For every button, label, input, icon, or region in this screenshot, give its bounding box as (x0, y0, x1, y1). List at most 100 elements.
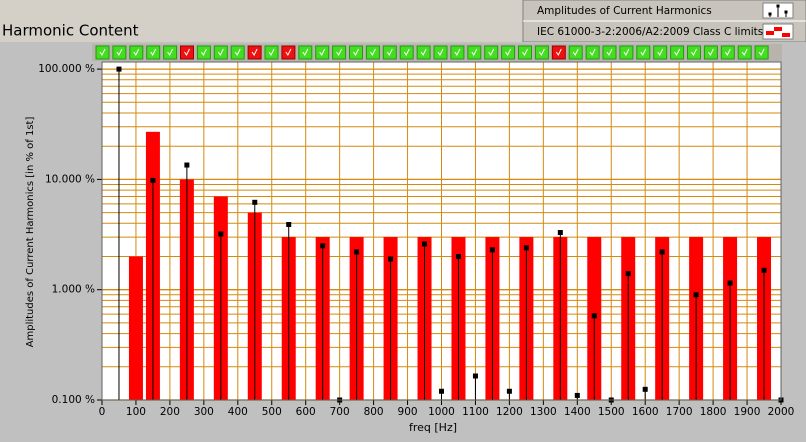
stem-marker (286, 222, 292, 228)
indicator-check (437, 48, 444, 56)
x-tick-label: 600 (296, 406, 316, 418)
limit-indicator (467, 45, 482, 60)
indicator-check (319, 48, 326, 56)
indicator-check (336, 48, 343, 56)
limit-indicator (534, 45, 549, 60)
stem-marker (642, 386, 648, 392)
y-tick-label: 10.000 % (45, 173, 95, 185)
indicator-check (589, 48, 596, 56)
limit-bar (128, 256, 143, 400)
limit-indicator (399, 45, 414, 60)
x-tick-label: 1500 (598, 406, 625, 418)
stem-marker (150, 177, 156, 183)
x-tick-label: 1900 (734, 406, 761, 418)
legend-label: IEC 61000-3-2:2006/A2:2009 Class C limit… (537, 26, 763, 38)
limit-indicator (382, 45, 397, 60)
limit-indicator (602, 45, 617, 60)
x-tick-label: 2000 (768, 406, 795, 418)
indicator-check (505, 48, 512, 56)
indicator-check (471, 48, 478, 56)
x-tick-label: 300 (194, 406, 214, 418)
stem-marker (472, 373, 478, 379)
limit-indicator (585, 45, 600, 60)
stem-marker (506, 388, 512, 394)
stem-marker (761, 267, 767, 273)
stem-marker (625, 271, 631, 277)
indicator-check (522, 48, 528, 56)
limit-indicator (196, 45, 211, 60)
indicator-check (133, 48, 140, 56)
chart-title: Harmonic Content (2, 22, 139, 40)
indicator-check (234, 48, 241, 56)
stem-marker (388, 256, 394, 262)
limit-indicator (281, 45, 296, 60)
stem-marker (422, 241, 428, 247)
limit-indicator (433, 45, 448, 60)
indicator-check (488, 48, 495, 56)
legend-swatch (774, 27, 782, 31)
x-tick-label: 1300 (530, 406, 557, 418)
legend-swatch (782, 33, 790, 37)
y-axis-label: Amplitudes of Current Harmonics [in % of… (25, 117, 36, 348)
x-tick-label: 0 (99, 406, 106, 418)
indicator-check (116, 48, 123, 56)
indicator-check (217, 48, 224, 56)
limit-indicator (146, 45, 161, 60)
indicator-check (251, 48, 258, 56)
limit-indicator (163, 45, 178, 60)
x-tick-label: 800 (364, 406, 384, 418)
limit-indicator (619, 45, 634, 60)
x-tick-label: 1700 (666, 406, 693, 418)
y-tick-label: 0.100 % (52, 394, 95, 406)
x-tick-label: 700 (330, 406, 350, 418)
x-tick-label: 500 (262, 406, 282, 418)
limit-indicator (568, 45, 583, 60)
indicator-check (454, 48, 461, 56)
indicator-check (200, 48, 207, 56)
stem-marker (354, 249, 360, 255)
stem-marker (455, 254, 461, 260)
legend-swatch (766, 31, 774, 35)
limit-indicator (703, 45, 718, 60)
indicator-check (99, 48, 106, 56)
indicator-check (724, 48, 731, 56)
limit-indicator (551, 45, 566, 60)
indicator-check (302, 48, 309, 56)
limit-indicator (653, 45, 668, 60)
indicator-check (420, 48, 427, 56)
plot-frame (101, 61, 782, 401)
x-tick-label: 1400 (564, 406, 591, 418)
indicator-check (555, 48, 562, 56)
stem-marker (574, 392, 580, 398)
limit-indicator (636, 45, 651, 60)
limit-indicator (518, 45, 532, 60)
legend-swatch (768, 12, 772, 16)
indicator-check (640, 48, 647, 56)
x-tick-label: 100 (126, 406, 146, 418)
indicator-check (572, 48, 579, 56)
stem-marker (116, 66, 122, 72)
x-tick-label: 1000 (428, 406, 455, 418)
indicator-check (623, 48, 630, 56)
stem-marker (557, 230, 563, 236)
stem-marker (218, 231, 224, 237)
limit-indicator (720, 45, 735, 60)
stem-marker (252, 199, 258, 205)
indicator-check (606, 48, 613, 56)
indicator-check (691, 48, 697, 56)
indicator-check (403, 48, 410, 56)
stem-marker (523, 245, 529, 251)
limit-indicator (416, 45, 431, 60)
indicator-check (167, 48, 174, 56)
limit-indicator (501, 45, 516, 60)
stem-marker (184, 162, 190, 168)
x-tick-label: 1800 (700, 406, 727, 418)
x-tick-label: 900 (398, 406, 418, 418)
indicator-check (741, 48, 748, 56)
legend-swatch (784, 10, 788, 14)
indicator-check (285, 48, 292, 56)
indicator-check (386, 48, 393, 56)
limit-indicator (484, 45, 499, 60)
legend-swatch (776, 4, 780, 8)
